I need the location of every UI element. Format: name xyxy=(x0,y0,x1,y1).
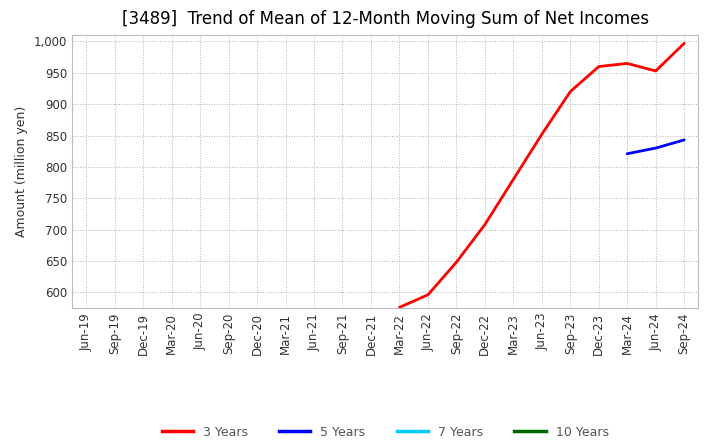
Y-axis label: Amount (million yen): Amount (million yen) xyxy=(15,106,28,237)
Title: [3489]  Trend of Mean of 12-Month Moving Sum of Net Incomes: [3489] Trend of Mean of 12-Month Moving … xyxy=(122,10,649,28)
Legend: 3 Years, 5 Years, 7 Years, 10 Years: 3 Years, 5 Years, 7 Years, 10 Years xyxy=(157,421,613,440)
